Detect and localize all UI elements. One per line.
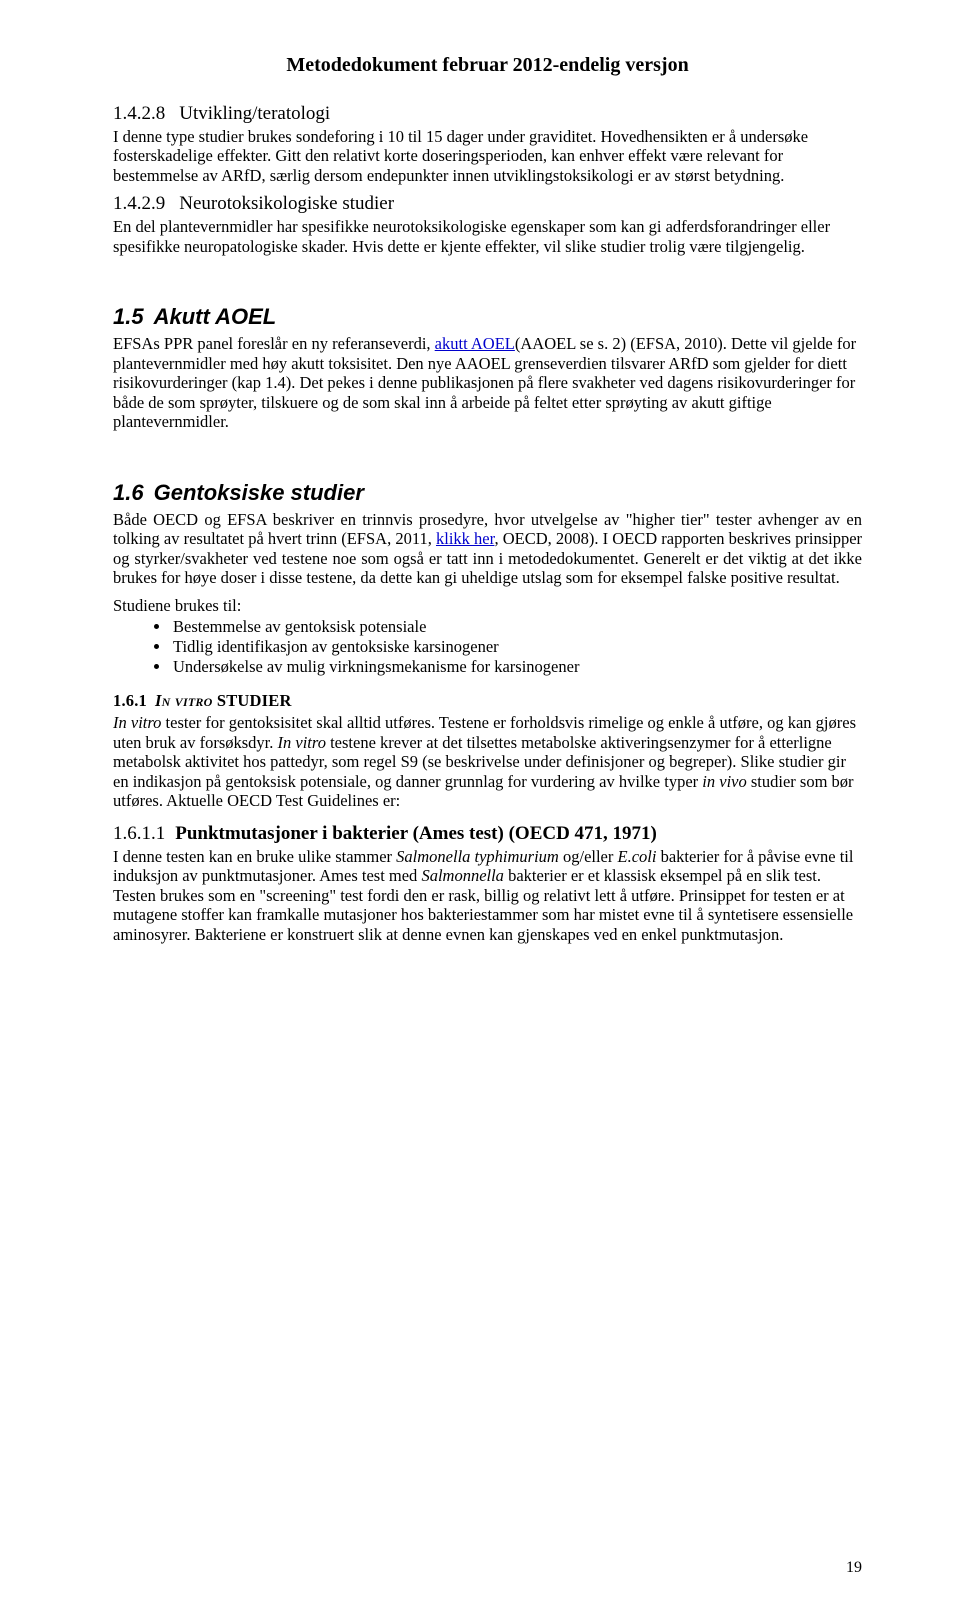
heading-1-4-2-9: 1.4.2.9 Neurotoksikologiske studier [113, 193, 862, 215]
text-italic: In vitro [278, 733, 326, 752]
section-title-italic: In vitro [155, 691, 213, 710]
paragraph: I denne type studier brukes sondeforing … [113, 127, 862, 185]
section-title: Akutt AOEL [154, 304, 277, 329]
section-title: Gentoksiske studier [154, 480, 364, 505]
section-number: 1.6.1 [113, 691, 147, 711]
link-klikk-her[interactable]: klikk her [436, 529, 494, 548]
text-italic: Salmonnella [421, 866, 504, 885]
text-run: I denne testen kan en bruke ulike stamme… [113, 847, 396, 866]
heading-1-6-1-1: 1.6.1.1 Punktmutasjoner i bakterier (Ames… [113, 823, 862, 845]
section-number: 1.4.2.8 [113, 103, 165, 125]
section-number: 1.6 [113, 480, 144, 506]
paragraph: Både OECD og EFSA beskriver en trinnvis … [113, 510, 862, 588]
section-title: Neurotoksikologiske studier [179, 193, 394, 214]
text-run: og/eller [559, 847, 618, 866]
text-italic: in vivo [702, 772, 746, 791]
text-italic: E.coli [618, 847, 657, 866]
paragraph: In vitro tester for gentoksisitet skal a… [113, 713, 862, 810]
text-run: EFSAs PPR panel foreslår en ny referanse… [113, 334, 435, 353]
page-header: Metodedokument februar 2012-endelig vers… [113, 54, 862, 77]
section-title: Utvikling/teratologi [179, 103, 330, 124]
bullet-list: Bestemmelse av gentoksisk potensiale Tid… [113, 617, 862, 677]
link-akutt-aoel[interactable]: akutt AOEL [435, 334, 515, 353]
section-title-rest: STUDIER [213, 691, 292, 710]
heading-1-6: 1.6 Gentoksiske studier [113, 480, 862, 506]
list-item: Bestemmelse av gentoksisk potensiale [171, 617, 862, 637]
list-item: Tidlig identifikasjon av gentoksiske kar… [171, 637, 862, 657]
heading-1-5: 1.5 Akutt AOEL [113, 304, 862, 330]
heading-1-4-2-8: 1.4.2.8 Utvikling/teratologi [113, 103, 862, 125]
list-item: Undersøkelse av mulig virkningsmekanisme… [171, 657, 862, 677]
paragraph: En del plantevernmidler har spesifikke n… [113, 217, 862, 256]
section-title: Punktmutasjoner i bakterier (Ames test) … [175, 823, 657, 844]
document-page: Metodedokument februar 2012-endelig vers… [0, 0, 960, 1613]
heading-1-6-1: 1.6.1 In vitro STUDIER [113, 691, 862, 711]
paragraph: EFSAs PPR panel foreslår en ny referanse… [113, 334, 862, 431]
text-italic: Salmonella typhimurium [396, 847, 559, 866]
text-italic: In vitro [113, 713, 161, 732]
page-number: 19 [846, 1559, 862, 1577]
section-number: 1.5 [113, 304, 144, 330]
section-number: 1.4.2.9 [113, 193, 165, 215]
paragraph: I denne testen kan en bruke ulike stamme… [113, 847, 862, 944]
paragraph: Studiene brukes til: [113, 596, 862, 615]
section-number: 1.6.1.1 [113, 823, 165, 845]
